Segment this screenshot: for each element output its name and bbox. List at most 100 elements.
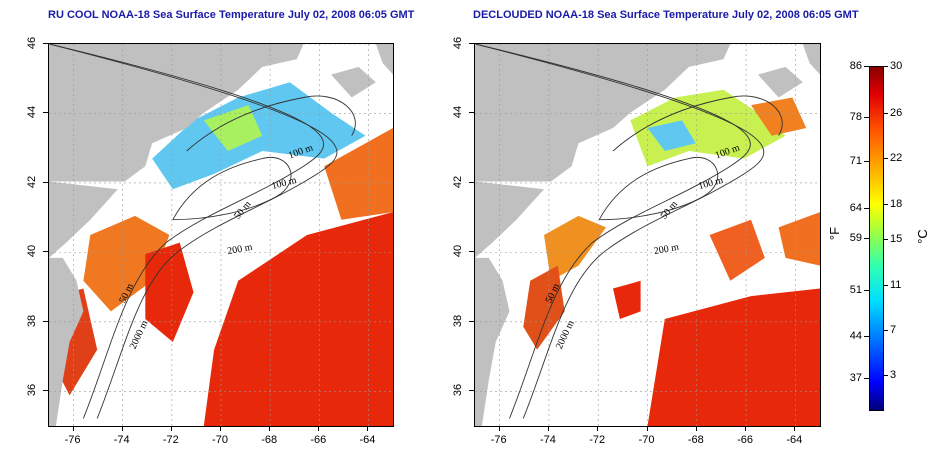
x-tickmark: [547, 426, 549, 431]
y-tickmark: [469, 181, 474, 183]
x-tickmark: [498, 426, 500, 431]
y-tickmark: [43, 320, 48, 322]
latitude-tick-label: 46: [452, 36, 464, 50]
colorbar-tickmark: [864, 208, 869, 209]
land-mass: [802, 44, 820, 75]
fahrenheit-tick-label: 86: [849, 60, 862, 72]
land-mass: [375, 44, 393, 75]
x-tickmark: [794, 426, 796, 431]
celsius-tick-label: 3: [890, 369, 897, 381]
celsius-unit-label: °C: [914, 229, 930, 244]
fahrenheit-unit-label: °F: [827, 226, 843, 241]
latitude-tick-label: 38: [452, 314, 464, 327]
colorbar-tickmark: [864, 161, 869, 162]
x-tickmark: [745, 426, 747, 431]
fahrenheit-tick-label: 71: [849, 155, 862, 167]
colorbar-tickmark: [883, 204, 888, 205]
colorbar-tickmark: [864, 290, 869, 291]
contour-label-200m: 200 m: [653, 242, 680, 257]
colorbar-tickmark: [883, 239, 888, 240]
fahrenheit-tick-label: 78: [849, 111, 862, 123]
longitude-tick-label: -72: [589, 434, 606, 446]
celsius-tick-label: 26: [890, 107, 903, 119]
colorbar-tickmark: [883, 113, 888, 114]
fahrenheit-tick-label: 44: [849, 330, 862, 342]
longitude-tick-label: -66: [310, 434, 327, 446]
y-tickmark: [43, 181, 48, 183]
celsius-tick-label: 15: [890, 233, 903, 245]
land-mass: [475, 257, 510, 426]
x-tickmark: [318, 426, 320, 431]
celsius-tick-label: 30: [890, 60, 903, 72]
longitude-tick-label: -64: [359, 434, 376, 446]
latitude-tick-label: 44: [452, 106, 464, 119]
contour-label-2000m: 2000 m: [554, 319, 577, 351]
colorbar-tickmark: [883, 285, 888, 286]
x-tickmark: [220, 426, 221, 431]
x-tickmark: [269, 426, 271, 431]
contour-label-100m-2: 100 m: [271, 175, 298, 192]
colorbar-tickmark: [864, 238, 869, 239]
latitude-tick-label: 40: [452, 245, 464, 258]
y-tickmark: [43, 251, 48, 253]
x-tickmark: [170, 426, 172, 431]
longitude-tick-label: -66: [737, 434, 754, 446]
x-tickmark: [597, 426, 599, 431]
longitude-tick-label: -70: [638, 434, 655, 446]
land-mass: [475, 44, 731, 182]
contour-label-100m-2: 100 m: [697, 175, 724, 192]
latitude-tick-label: 42: [452, 175, 464, 189]
colorbar-tickmark: [883, 158, 888, 159]
x-tickmark: [646, 426, 648, 431]
y-tickmark: [469, 320, 474, 322]
longitude-tick-label: -76: [64, 434, 81, 446]
longitude-tick-label: -74: [539, 434, 556, 446]
fahrenheit-tick-label: 59: [849, 232, 862, 244]
land-mass: [475, 181, 544, 258]
land-mass: [757, 66, 803, 98]
longitude-tick-label: -76: [490, 434, 507, 446]
colorbar-tickmark: [864, 378, 869, 379]
longitude-tick-label: -68: [687, 434, 704, 446]
longitude-tick-label: -74: [113, 434, 130, 446]
y-tickmark: [43, 390, 48, 392]
land-mass: [49, 257, 84, 426]
latitude-tick-label: 46: [26, 36, 38, 50]
land-mass: [49, 181, 118, 258]
warm-water-region: [203, 212, 393, 426]
x-tickmark: [121, 426, 123, 431]
y-tickmark: [43, 112, 48, 114]
colorbar-tickmark: [864, 117, 869, 118]
celsius-tick-label: 11: [890, 279, 902, 291]
celsius-tick-label: 22: [890, 152, 903, 164]
latitude-tick-label: 42: [26, 175, 38, 189]
y-tickmark: [469, 112, 474, 114]
fahrenheit-tick-label: 64: [849, 202, 862, 214]
x-tickmark: [695, 426, 697, 431]
latitude-tick-label: 44: [26, 106, 38, 119]
y-tickmark: [43, 43, 48, 44]
colorbar-tickmark: [883, 375, 888, 376]
left-panel-title: RU COOL NOAA-18 Sea Surface Temperature …: [48, 9, 415, 21]
land-mass: [49, 44, 304, 182]
fahrenheit-tick-label: 51: [849, 284, 862, 296]
longitude-tick-label: -72: [162, 434, 179, 446]
latitude-tick-label: 36: [26, 384, 38, 397]
right-sst-map[interactable]: 100 m 100 m 50 m 200 m 50 m 2000 m: [474, 43, 821, 427]
contour-label-2000m: 2000 m: [128, 319, 151, 351]
y-tickmark: [469, 251, 474, 253]
longitude-tick-label: -68: [261, 434, 278, 446]
fahrenheit-tick-label: 37: [849, 372, 862, 384]
colorbar-tickmark: [864, 336, 869, 337]
temperature-colorbar: [869, 66, 884, 411]
x-tickmark: [367, 426, 369, 431]
y-tickmark: [469, 43, 474, 44]
left-sst-map[interactable]: 100 m 100 m 50 m 200 m 50 m 2000 m: [48, 43, 394, 427]
land-mass: [331, 66, 376, 98]
celsius-tick-label: 18: [890, 198, 903, 210]
latitude-tick-label: 40: [26, 245, 38, 258]
y-tickmark: [469, 390, 474, 392]
latitude-tick-label: 38: [26, 314, 38, 327]
